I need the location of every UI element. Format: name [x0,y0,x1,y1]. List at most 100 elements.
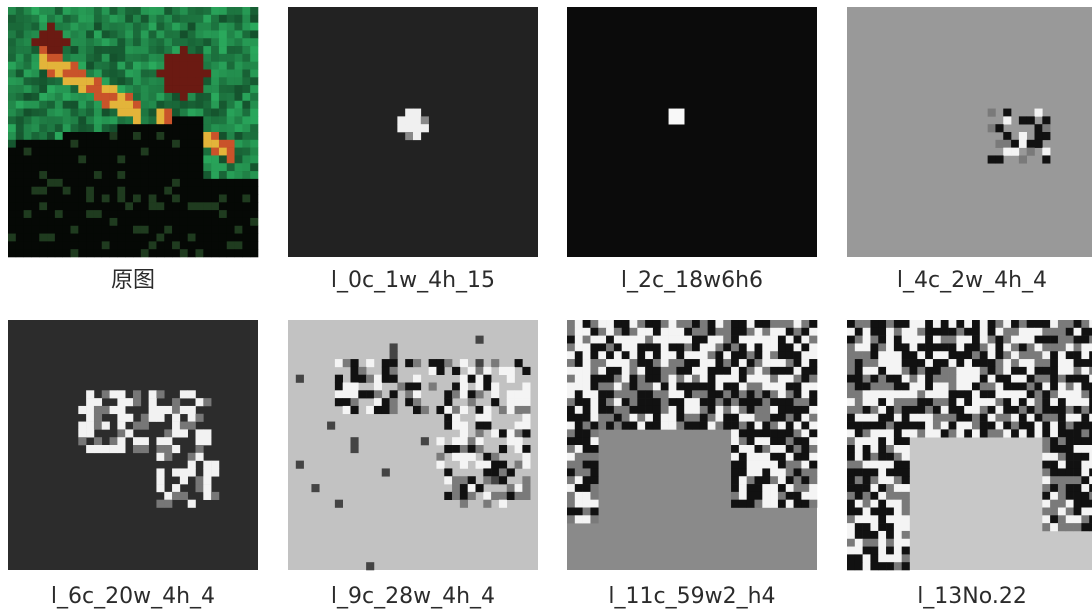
pixel [227,93,235,101]
pixel [235,132,243,140]
pixel [86,140,94,148]
pixel [219,218,227,226]
pixel [715,390,723,398]
pixel [1003,148,1011,156]
pixel [583,508,591,516]
pixel [196,62,204,70]
pixel [661,398,669,406]
pixel [863,343,871,351]
pixel [125,46,133,54]
pixel [86,15,94,23]
pixel [1011,375,1019,383]
pixel [242,46,250,54]
pixel [1019,367,1027,375]
pixel [1081,461,1089,469]
pixel [786,336,794,344]
pixel [684,359,692,367]
pixel [188,187,196,195]
pixel [988,375,996,383]
pixel [102,38,110,46]
pixel [847,468,855,476]
pixel [476,414,484,422]
pixel [47,179,55,187]
pixel [886,414,894,422]
pixel [94,414,102,422]
pixel [917,320,925,328]
pixel [242,54,250,62]
pixel [172,23,180,31]
pixel [507,398,515,406]
pixel [590,500,598,508]
pixel [242,163,250,171]
pixel [770,476,778,484]
pixel [180,202,188,210]
pixel [156,234,164,242]
pixel [786,484,794,492]
pixel [63,202,71,210]
pixel [250,195,258,203]
pixel [16,218,24,226]
pixel [8,210,16,218]
pixel [47,187,55,195]
pixel [933,343,941,351]
pixel [1066,461,1074,469]
pixel [491,429,499,437]
pixel [522,367,530,375]
pixel [723,351,731,359]
pixel [156,46,164,54]
pixel [211,241,219,249]
pixel [567,367,575,375]
pixel [1042,390,1050,398]
pixel [31,202,39,210]
pixel [242,38,250,46]
pixel [242,62,250,70]
pixel [219,93,227,101]
pixel [78,406,86,414]
pixel [374,406,382,414]
pixel [133,218,141,226]
pixel [747,492,755,500]
pixel [980,343,988,351]
pixel [63,155,71,163]
pixel [235,226,243,234]
pixel [567,351,575,359]
pixel [988,406,996,414]
pixel [700,398,708,406]
pixel [149,179,157,187]
pixel [910,429,918,437]
pixel [755,406,763,414]
pixel [956,367,964,375]
pixel [886,484,894,492]
pixel [476,429,484,437]
pixel [180,492,188,500]
pixel [94,62,102,70]
pixel [700,422,708,430]
pixel [242,226,250,234]
pixel [250,241,258,249]
pixel [575,445,583,453]
pixel [366,562,374,570]
pixel [1050,367,1058,375]
pixel [235,249,243,257]
pixel [902,437,910,445]
pixel [995,429,1003,437]
pixel [1066,515,1074,523]
pixel [86,93,94,101]
image-caption: l_2c_18w6h6 [621,268,763,293]
pixel [894,484,902,492]
pixel [755,351,763,359]
pixel [1019,140,1027,148]
pixel [614,383,622,391]
pixel [63,132,71,140]
pixel [1081,484,1089,492]
pixel [902,351,910,359]
pixel [637,398,645,406]
pixel [117,398,125,406]
pixel [196,7,204,15]
pixel [1066,375,1074,383]
pixel [110,93,118,101]
pixel [507,437,515,445]
pixel [847,343,855,351]
pixel [141,30,149,38]
pixel [156,30,164,38]
